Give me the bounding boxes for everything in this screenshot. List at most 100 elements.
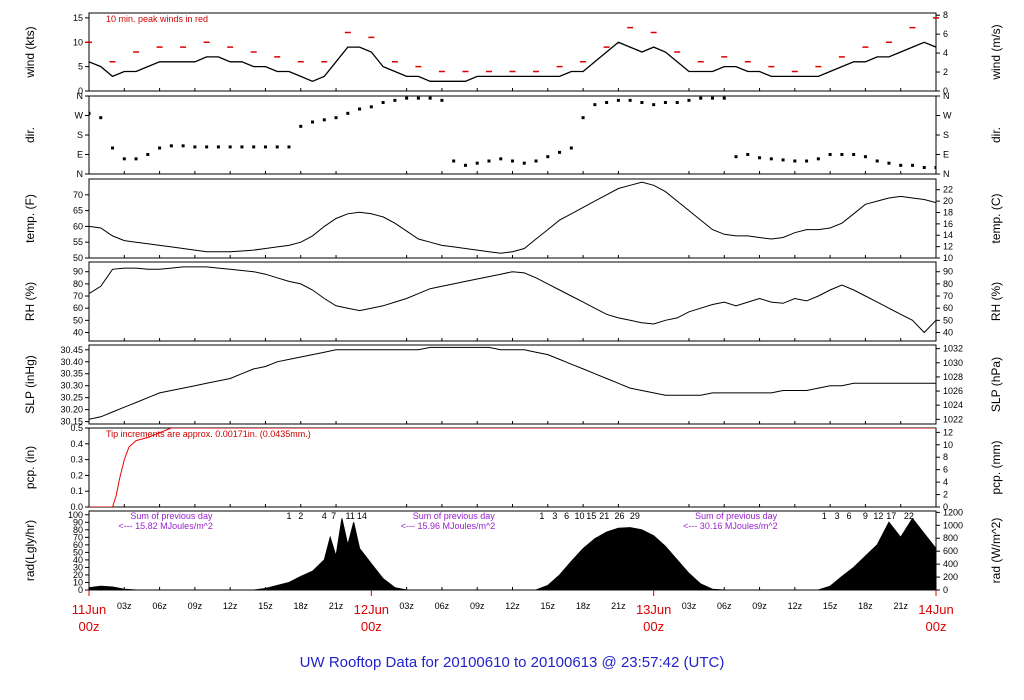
left-tick-label: 30.25	[60, 393, 83, 403]
hour-marker: 1	[822, 511, 827, 521]
hour-marker: 4	[322, 511, 327, 521]
hour-marker: 26	[615, 511, 625, 521]
left-tick-label: 0.1	[70, 486, 83, 496]
ylabel-right: RH (%)	[989, 282, 1003, 321]
right-tick-label: E	[943, 150, 949, 160]
right-tick-label: 1024	[943, 400, 963, 410]
dir-point	[393, 98, 397, 102]
left-tick-label: 40	[73, 555, 83, 565]
dir-point	[593, 103, 597, 107]
left-tick-label: 50	[73, 315, 83, 325]
x-tick-label: 09z	[470, 601, 485, 611]
right-tick-label: 0	[943, 86, 948, 96]
dir-point	[311, 120, 315, 124]
dir-point	[793, 159, 797, 163]
sum-note-line2: <--- 15.82 MJoules/m^2	[118, 521, 213, 531]
pcp-line	[89, 428, 936, 507]
right-tick-label: 1200	[943, 507, 963, 517]
left-tick-label: 65	[73, 206, 83, 216]
dir-point	[358, 107, 362, 111]
left-tick-label: 30.15	[60, 417, 83, 427]
wind-line	[89, 41, 936, 83]
dir-point	[111, 146, 115, 150]
left-tick-label: S	[77, 130, 83, 140]
dir-point	[922, 166, 926, 169]
dir-point	[216, 145, 220, 149]
dir-point	[687, 98, 691, 102]
hour-marker: 12	[873, 511, 883, 521]
right-tick-label: 50	[943, 315, 953, 325]
dir-point	[710, 96, 714, 100]
ylabel-right: SLP (hPa)	[989, 357, 1003, 412]
hour-marker: 1	[286, 511, 291, 521]
right-tick-label: 1000	[943, 520, 963, 530]
left-tick-label: E	[77, 150, 83, 160]
left-tick-label: 40	[73, 327, 83, 337]
dir-point	[240, 145, 244, 149]
day-label-hour: 00z	[643, 619, 664, 634]
dir-point	[181, 144, 185, 148]
day-label-hour: 00z	[79, 619, 100, 634]
right-tick-label: 1032	[943, 344, 963, 354]
day-label-hour: 00z	[361, 619, 382, 634]
dir-point	[263, 145, 267, 149]
hour-marker: 14	[357, 511, 367, 521]
dir-point	[463, 163, 467, 167]
left-tick-label: 20	[73, 570, 83, 580]
right-tick-label: 22	[943, 185, 953, 195]
dir-point	[322, 118, 326, 122]
x-tick-label: 12z	[505, 601, 520, 611]
dir-point	[781, 158, 785, 162]
right-tick-label: 1022	[943, 414, 963, 424]
panel-frame	[88, 510, 937, 591]
dir-point	[146, 153, 150, 156]
right-tick-label: 6	[943, 465, 948, 475]
x-tick-label: 09z	[752, 601, 767, 611]
right-tick-label: 4	[943, 477, 948, 487]
left-tick-label: 70	[73, 190, 83, 200]
left-tick-label: 0	[78, 86, 83, 96]
ylabel-right: pcp. (mm)	[989, 440, 1003, 494]
ylabel-right: rad (W/m^2)	[989, 518, 1003, 584]
hour-marker: 15	[586, 511, 596, 521]
left-tick-label: 60	[73, 303, 83, 313]
ylabel-left: rad(Lgly/hr)	[23, 520, 37, 581]
right-tick-label: 18	[943, 207, 953, 217]
x-tick-label: 06z	[717, 601, 732, 611]
dir-point	[252, 145, 256, 149]
ylabel-left: pcp. (in)	[23, 446, 37, 489]
dir-point	[487, 159, 491, 163]
right-tick-label: 2	[943, 490, 948, 500]
x-tick-label: 21z	[611, 601, 626, 611]
hour-marker: 9	[863, 511, 868, 521]
dir-point	[758, 156, 762, 160]
right-tick-label: 16	[943, 219, 953, 229]
dir-point	[828, 153, 832, 156]
x-tick-label: 03z	[682, 601, 697, 611]
dir-point	[334, 116, 338, 120]
hour-marker: 6	[846, 511, 851, 521]
right-tick-label: 800	[943, 533, 958, 543]
x-tick-label: 03z	[117, 601, 132, 611]
right-tick-label: 400	[943, 559, 958, 569]
dir-point	[440, 98, 444, 102]
dir-point	[640, 101, 644, 104]
hour-marker: 22	[904, 511, 914, 521]
panel-frame	[88, 12, 937, 92]
dir-point	[228, 145, 232, 149]
right-tick-label: 20	[943, 196, 953, 206]
x-tick-label: 21z	[893, 601, 908, 611]
dir-point	[616, 98, 620, 102]
right-tick-label: N	[943, 169, 950, 179]
x-tick-label: 18z	[858, 601, 873, 611]
dir-point	[158, 146, 162, 150]
dir-point	[452, 159, 456, 163]
right-tick-label: 40	[943, 327, 953, 337]
dir-point	[534, 159, 538, 163]
right-tick-label: 0	[943, 502, 948, 512]
right-tick-label: 12	[943, 427, 953, 437]
right-tick-label: 600	[943, 546, 958, 556]
panel-frame	[88, 344, 937, 425]
left-tick-label: 30.35	[60, 369, 83, 379]
